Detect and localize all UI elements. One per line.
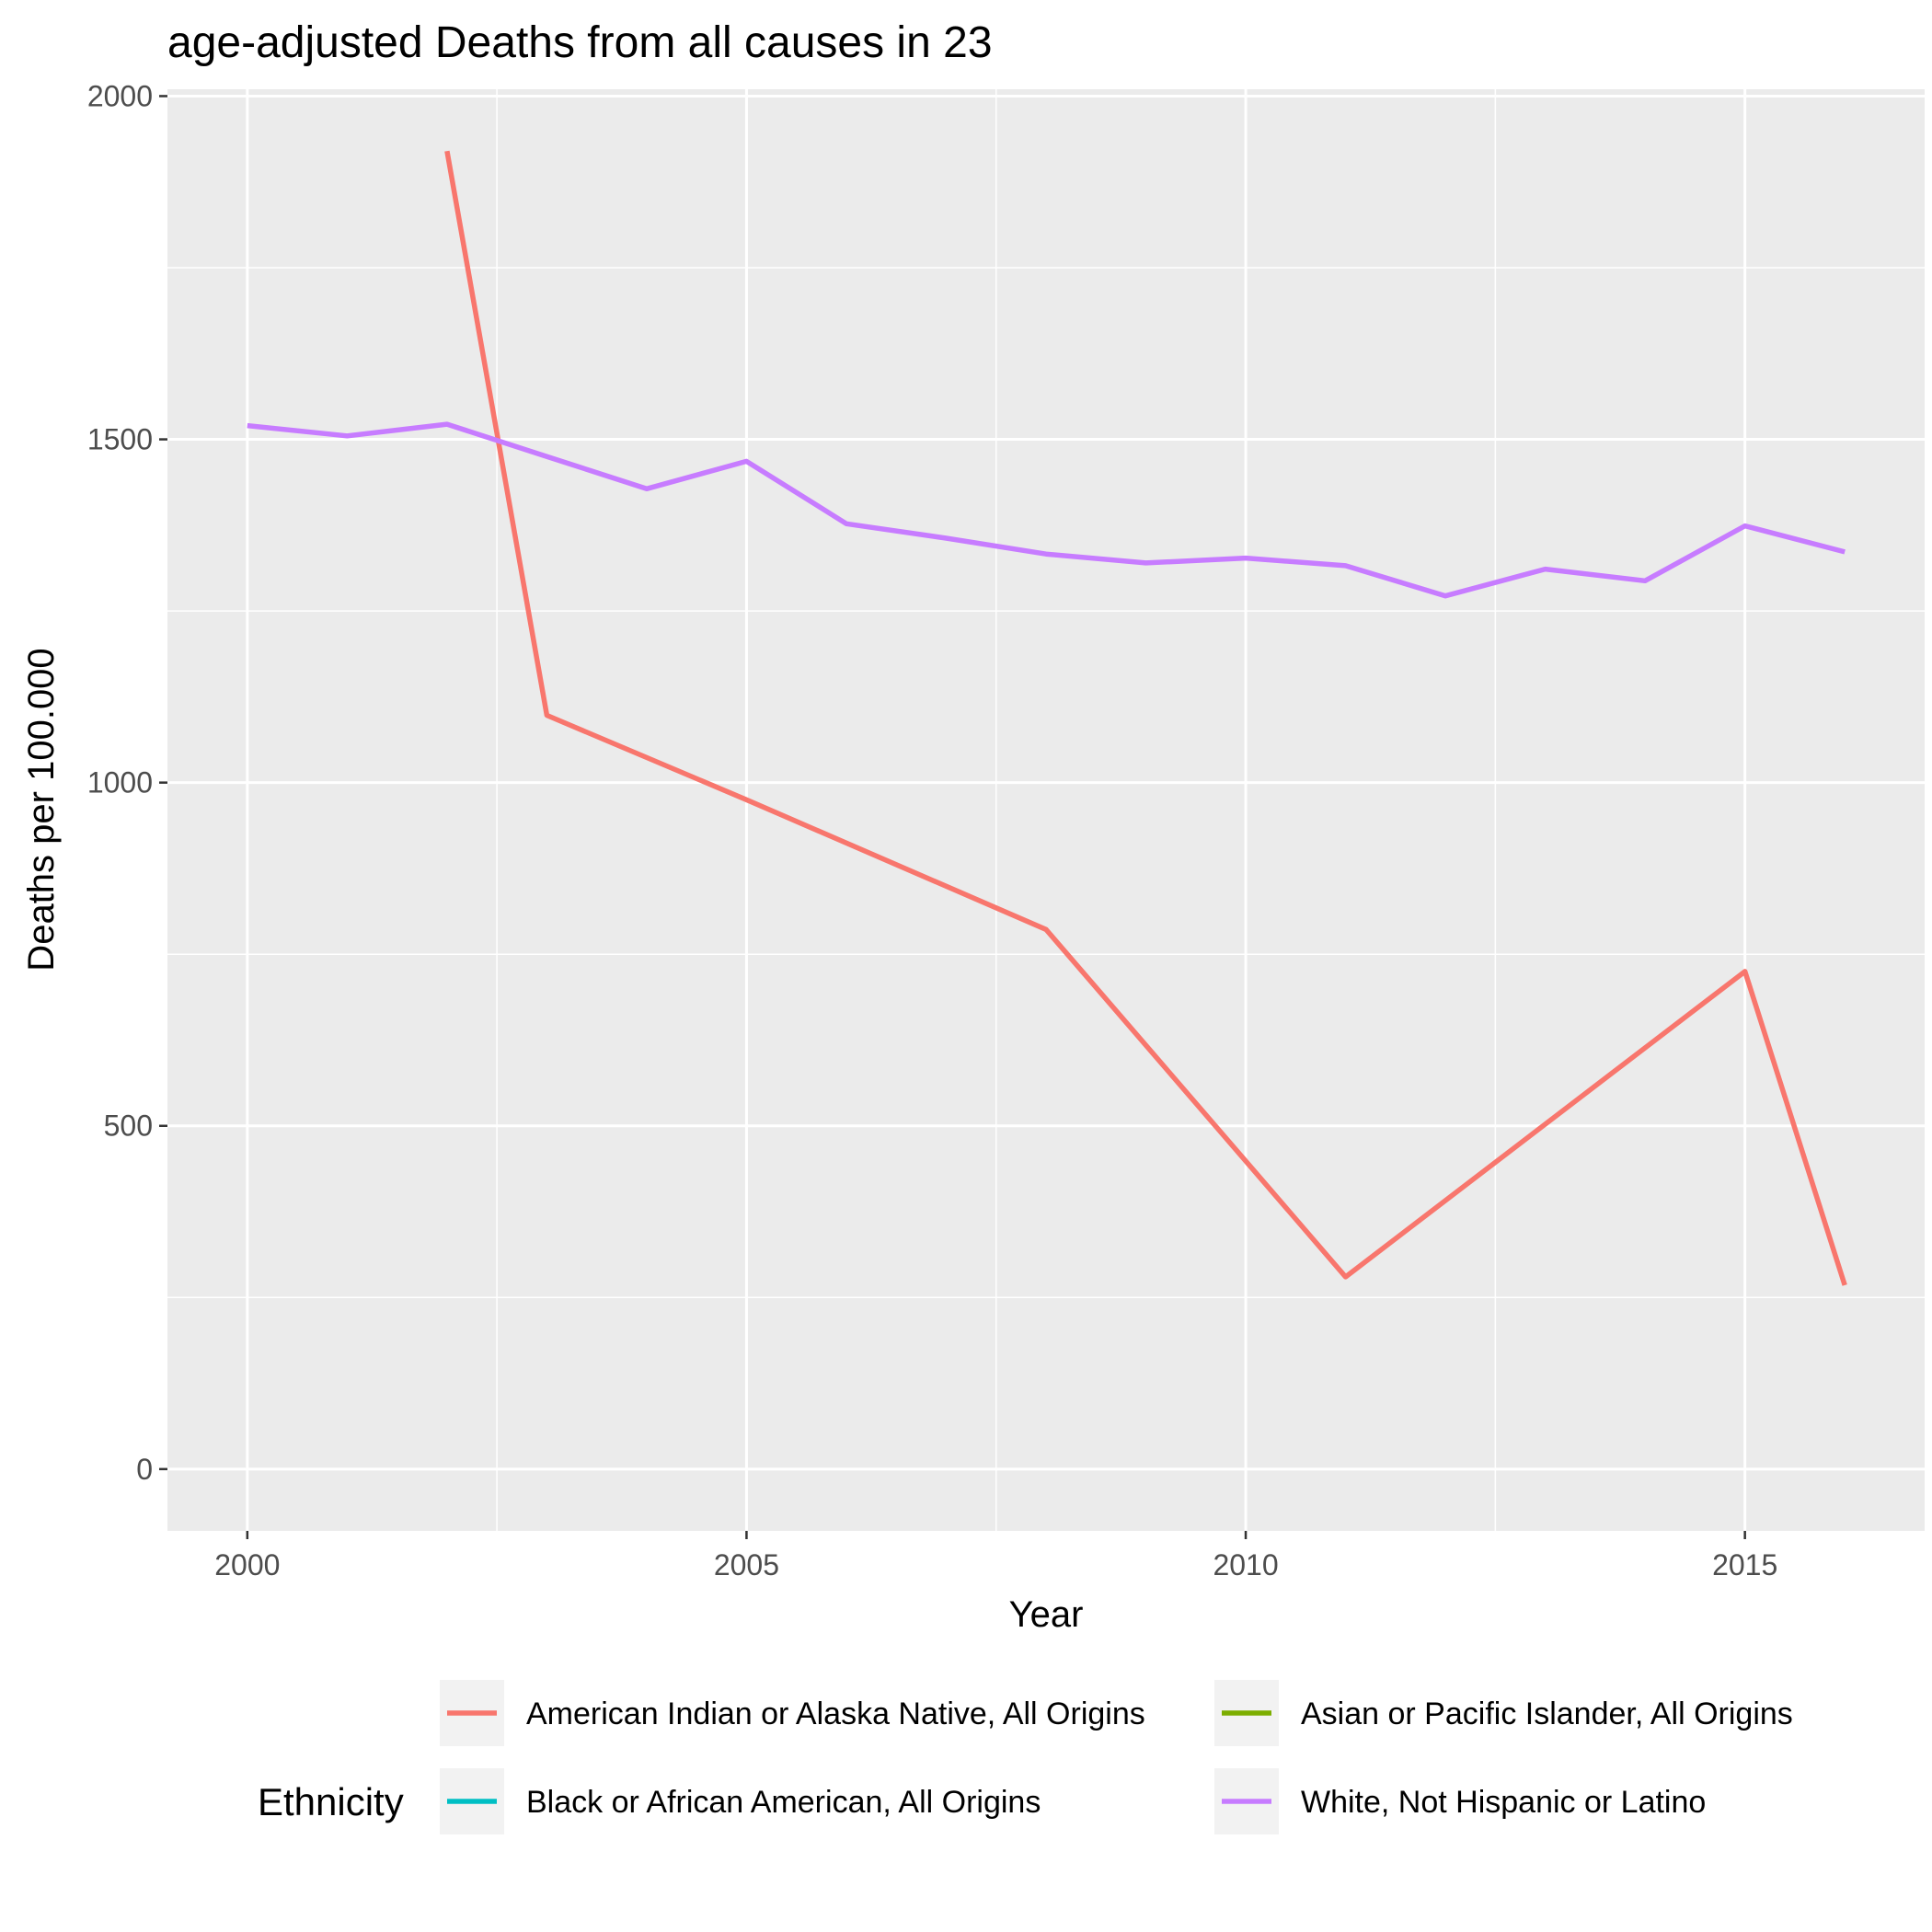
- legend-label: Black or African American, All Origins: [526, 1785, 1041, 1820]
- series-lines: [247, 150, 1847, 1286]
- legend: Ethnicity American Indian or Alaska Nati…: [258, 1680, 1793, 1834]
- legend-item: White, Not Hispanic or Latino: [1214, 1768, 1706, 1834]
- y-axis-label: Deaths per 100.000: [21, 648, 62, 971]
- x-tick-label: 2005: [714, 1548, 779, 1581]
- legend-label: American Indian or Alaska Native, All Or…: [526, 1696, 1145, 1731]
- legend-item: American Indian or Alaska Native, All Or…: [440, 1680, 1145, 1746]
- y-tick-label: 500: [104, 1110, 153, 1143]
- series-line-3: [247, 421, 1846, 599]
- legend-items: American Indian or Alaska Native, All Or…: [440, 1680, 1793, 1834]
- legend-label: White, Not Hispanic or Latino: [1301, 1785, 1706, 1820]
- minor-gridlines: [167, 89, 1925, 1531]
- x-tick-label: 2015: [1712, 1548, 1777, 1581]
- x-axis-label: Year: [1009, 1594, 1084, 1635]
- x-tick-label: 2000: [214, 1548, 280, 1581]
- chart-title: age-adjusted Deaths from all causes in 2…: [167, 18, 993, 67]
- y-tick-label: 0: [136, 1453, 153, 1486]
- y-axis-ticks: 0 500 1000 1500 2000: [87, 79, 167, 1486]
- major-gridlines: [167, 89, 1925, 1531]
- legend-item: Asian or Pacific Islander, All Origins: [1214, 1680, 1793, 1746]
- legend-title: Ethnicity: [258, 1780, 404, 1823]
- y-tick-label: 1000: [87, 766, 153, 799]
- plot-panel: [167, 89, 1925, 1531]
- legend-item: Black or African American, All Origins: [440, 1768, 1041, 1834]
- x-axis-ticks: 2000 2005 2010 2015: [214, 1531, 1777, 1581]
- y-tick-label: 1500: [87, 423, 153, 456]
- series-line-0: [444, 150, 1847, 1286]
- x-tick-label: 2010: [1213, 1548, 1278, 1581]
- legend-label: Asian or Pacific Islander, All Origins: [1301, 1696, 1793, 1731]
- y-tick-label: 2000: [87, 79, 153, 112]
